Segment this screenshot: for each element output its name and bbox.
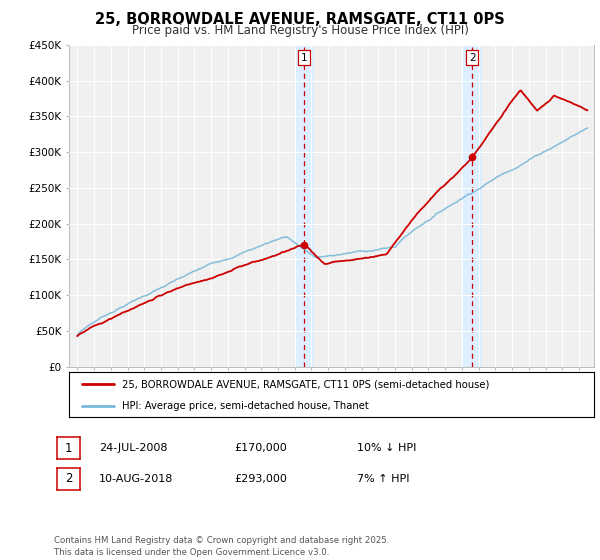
Text: £170,000: £170,000 xyxy=(234,443,287,453)
Text: 10-AUG-2018: 10-AUG-2018 xyxy=(99,474,173,484)
Text: 10% ↓ HPI: 10% ↓ HPI xyxy=(357,443,416,453)
Text: 1: 1 xyxy=(65,441,72,455)
Text: 25, BORROWDALE AVENUE, RAMSGATE, CT11 0PS (semi-detached house): 25, BORROWDALE AVENUE, RAMSGATE, CT11 0P… xyxy=(121,380,489,390)
Text: 24-JUL-2008: 24-JUL-2008 xyxy=(99,443,167,453)
Text: £293,000: £293,000 xyxy=(234,474,287,484)
Text: Price paid vs. HM Land Registry's House Price Index (HPI): Price paid vs. HM Land Registry's House … xyxy=(131,24,469,37)
Text: Contains HM Land Registry data © Crown copyright and database right 2025.
This d: Contains HM Land Registry data © Crown c… xyxy=(54,536,389,557)
Text: 7% ↑ HPI: 7% ↑ HPI xyxy=(357,474,409,484)
Bar xyxy=(295,45,313,367)
Text: 25, BORROWDALE AVENUE, RAMSGATE, CT11 0PS: 25, BORROWDALE AVENUE, RAMSGATE, CT11 0P… xyxy=(95,12,505,27)
Text: 2: 2 xyxy=(469,53,475,63)
Text: HPI: Average price, semi-detached house, Thanet: HPI: Average price, semi-detached house,… xyxy=(121,401,368,411)
Text: 1: 1 xyxy=(301,53,307,63)
Bar xyxy=(463,45,481,367)
Text: 2: 2 xyxy=(65,472,72,486)
